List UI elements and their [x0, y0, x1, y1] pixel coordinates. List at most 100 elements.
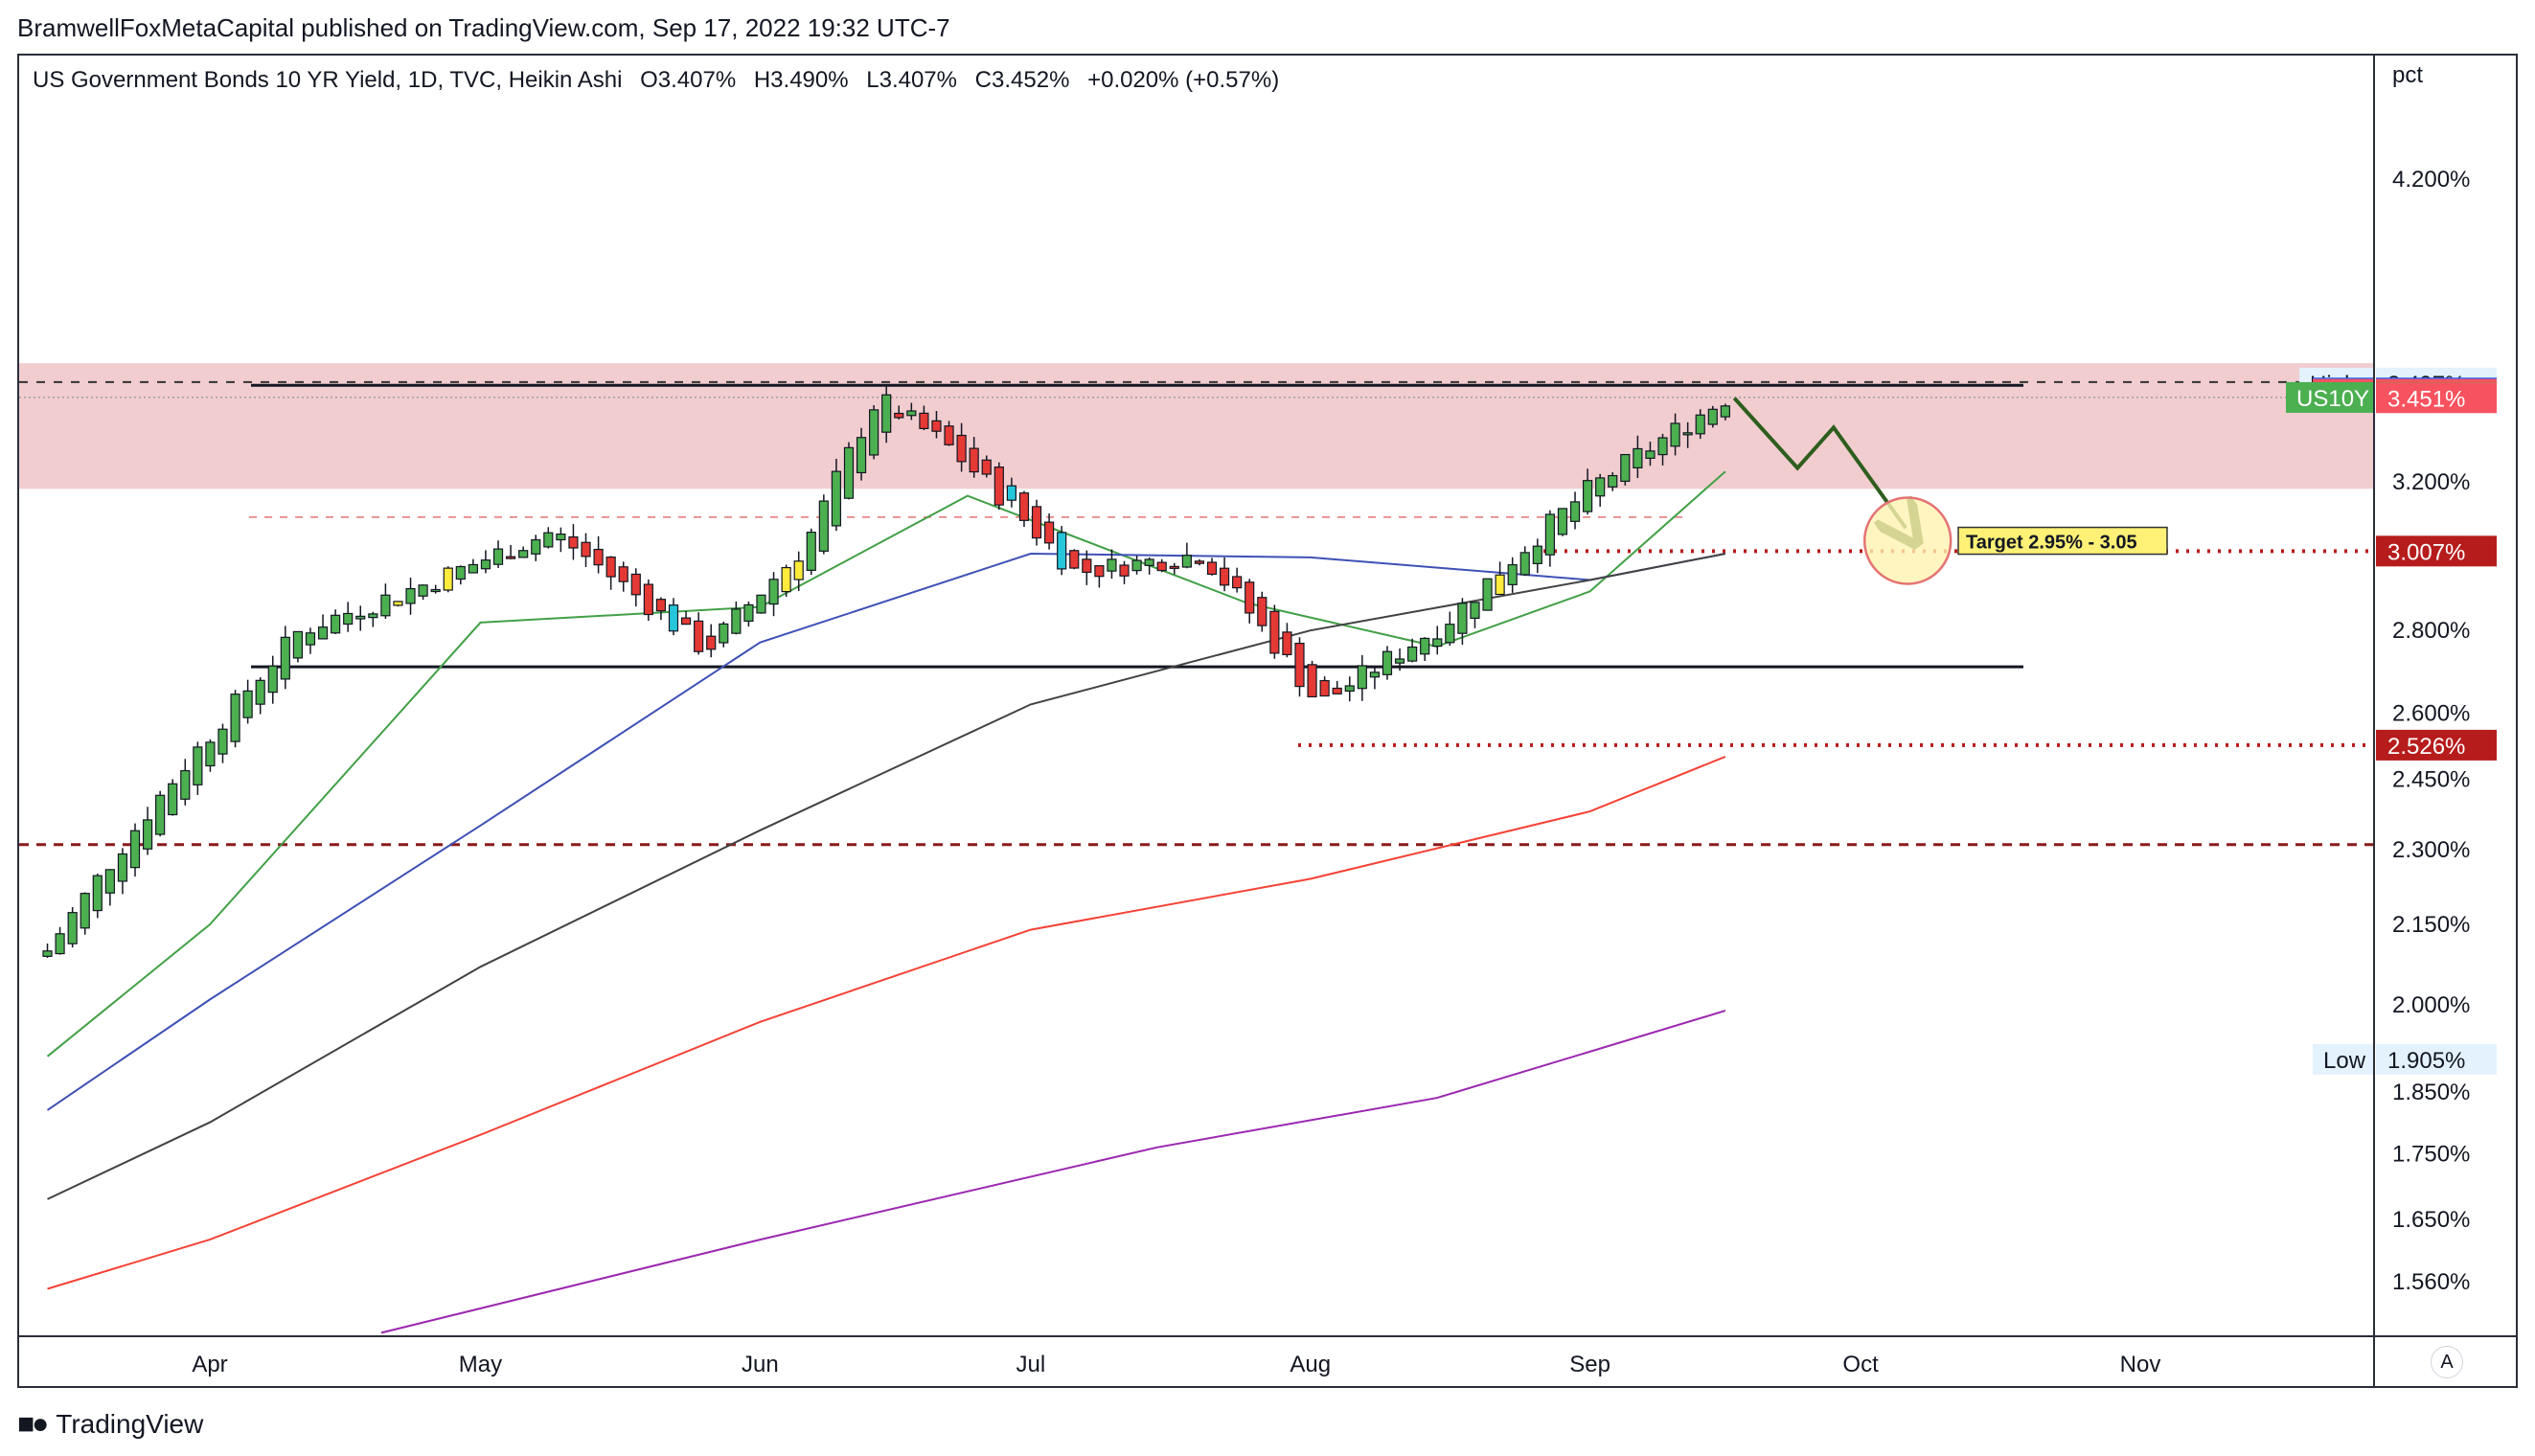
candle: [331, 609, 341, 635]
candle-body: [155, 794, 166, 835]
candle-body: [42, 950, 53, 957]
candle-body: [1432, 638, 1443, 648]
candle-body: [217, 728, 228, 755]
candle-body: [1519, 552, 1530, 576]
y-tick-label: 4.200%: [2392, 167, 2470, 193]
legend-close: C3.452%: [974, 67, 1070, 93]
candle-body: [355, 615, 366, 620]
chart-border-left: [17, 54, 19, 1388]
candle: [1344, 676, 1355, 702]
candle: [405, 578, 416, 615]
candle: [618, 561, 628, 592]
candle-body: [1269, 610, 1280, 654]
candle-body: [1219, 567, 1230, 586]
auto-scale-button[interactable]: A: [2431, 1346, 2463, 1378]
candle-body: [743, 603, 754, 623]
candle-body: [1569, 501, 1581, 522]
candle-body: [568, 535, 579, 549]
price-tag-6: 2.526%: [2376, 729, 2497, 761]
candle: [155, 790, 166, 837]
candle-body: [906, 410, 917, 417]
candle-body: [1608, 474, 1618, 488]
candle: [605, 556, 616, 590]
candle: [468, 558, 478, 574]
candle-body: [993, 466, 1004, 506]
candle: [1257, 591, 1268, 632]
candle: [393, 601, 403, 607]
candle-body: [1069, 550, 1080, 569]
candle: [706, 624, 717, 658]
y-tick-label: 2.800%: [2392, 618, 2470, 644]
candle-body: [117, 853, 128, 882]
candle-body: [1119, 564, 1130, 577]
tradingview-logo[interactable]: ■● TradingView: [17, 1408, 203, 1441]
candle: [1432, 626, 1443, 655]
candle: [856, 427, 867, 481]
publisher-line: BramwellFoxMetaCapital published on Trad…: [17, 13, 950, 42]
candle-body: [781, 566, 791, 593]
candle-body: [1369, 671, 1381, 678]
candle: [1407, 638, 1418, 663]
candle: [843, 442, 855, 500]
candle: [668, 598, 679, 636]
candle-body: [80, 893, 90, 929]
candle: [1006, 477, 1016, 508]
candle-body: [280, 636, 290, 680]
candle: [92, 873, 103, 919]
candle-body: [1544, 513, 1555, 556]
y-tick-label: 2.600%: [2392, 700, 2470, 726]
legend-low: L3.407%: [866, 67, 957, 93]
candle-body: [944, 425, 954, 445]
candle: [581, 533, 591, 567]
candle-body: [393, 601, 403, 606]
symbol-legend: US Government Bonds 10 YR Yield, 1D, TVC…: [33, 67, 1290, 94]
x-tick-label: Apr: [192, 1352, 227, 1377]
candle: [317, 614, 329, 640]
candle: [1670, 413, 1680, 456]
price-tag-label-bg: [2286, 381, 2374, 413]
candle: [1682, 421, 1693, 448]
candle-body: [1507, 564, 1518, 585]
price-tag-label: US10Y: [2296, 386, 2369, 412]
x-tick-label: Nov: [2120, 1352, 2161, 1377]
candle-body: [255, 679, 265, 705]
candle: [1470, 602, 1480, 628]
candle: [418, 584, 428, 601]
price-tag-value: 3.007%: [2387, 539, 2465, 565]
candle: [643, 579, 653, 622]
candle-body: [1420, 637, 1430, 655]
legend-open: O3.407%: [640, 67, 737, 93]
candle-body: [1344, 685, 1355, 693]
candle-body: [1006, 485, 1016, 501]
candle-body: [405, 587, 416, 604]
candle-body: [719, 623, 729, 644]
candle-body: [193, 746, 203, 785]
candle-body: [1144, 558, 1154, 566]
candle-body: [630, 573, 641, 596]
candle: [1382, 646, 1393, 680]
candle: [368, 611, 378, 627]
candle-body: [1043, 521, 1055, 544]
candle: [1332, 680, 1342, 694]
candle: [1420, 637, 1430, 662]
candle-body: [1181, 555, 1192, 568]
candle: [944, 421, 954, 446]
candle-body: [129, 830, 141, 869]
candle-body: [768, 579, 779, 605]
candle-body: [331, 614, 341, 634]
candle: [1445, 611, 1455, 647]
candle-body: [430, 588, 441, 593]
target-label-box: [1957, 526, 2168, 556]
candle: [1107, 549, 1117, 580]
candle: [556, 527, 566, 553]
candle-body: [1094, 565, 1105, 578]
candle: [881, 386, 892, 444]
candle: [1707, 405, 1718, 428]
candle: [1319, 676, 1330, 697]
candle-body: [55, 933, 65, 955]
price-tag-7: 1.905% Low: [2313, 1043, 2497, 1075]
candle: [1043, 512, 1055, 550]
candle-body: [1357, 665, 1367, 690]
price-tag-value-bg: [2376, 535, 2497, 567]
